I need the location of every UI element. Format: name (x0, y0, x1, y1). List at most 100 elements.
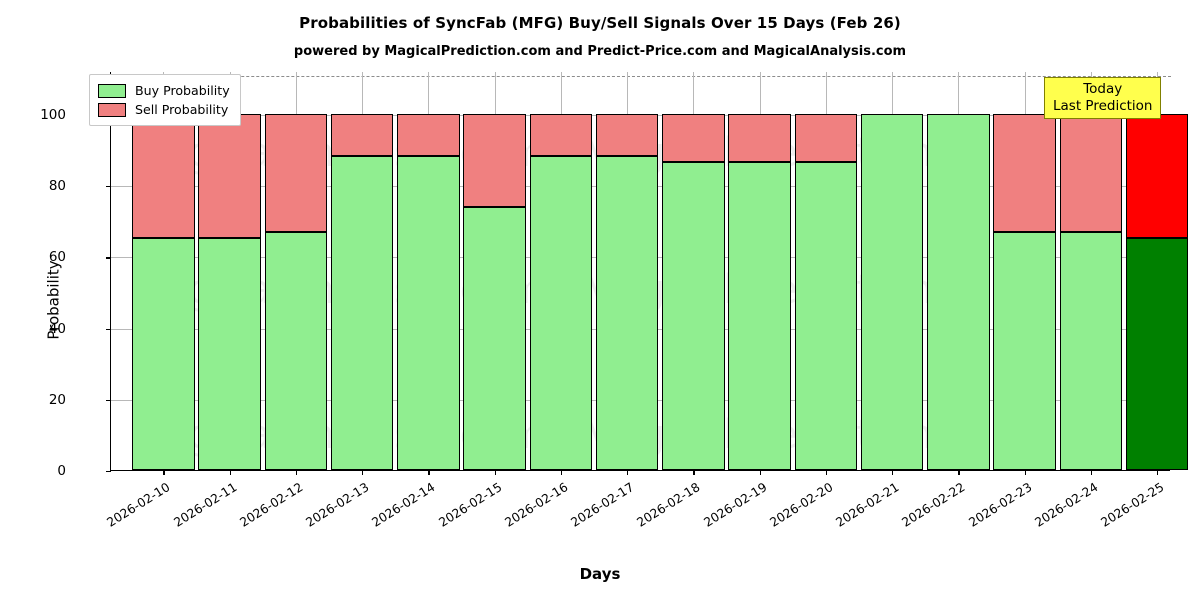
bar-stack[interactable] (1059, 71, 1123, 470)
bar-stack[interactable] (1125, 71, 1189, 470)
x-tick-label: 2026-02-11 (170, 480, 239, 530)
x-tick-label: 2026-02-10 (104, 480, 173, 530)
x-tick-mark (627, 470, 629, 475)
bar-segment-buy[interactable] (397, 155, 460, 470)
x-tick-label: 2026-02-16 (502, 480, 571, 530)
x-tick-mark (494, 470, 496, 475)
bar-segment-sell[interactable] (993, 113, 1056, 233)
bar-segment-sell[interactable] (330, 113, 394, 156)
bar-stack[interactable] (927, 71, 990, 470)
x-tick-label: 2026-02-23 (965, 480, 1034, 530)
x-tick-mark (693, 470, 695, 475)
y-tick-mark (106, 471, 111, 473)
legend-item-sell: Sell Probability (98, 100, 230, 119)
x-tick-label: 2026-02-14 (369, 480, 438, 530)
bar-segment-sell[interactable] (132, 113, 195, 238)
bar-segment-buy[interactable] (728, 162, 791, 470)
plot-area: 020406080100MagicalAnalysis.comMagicalPr… (40, 71, 1189, 530)
y-tick-mark (106, 186, 111, 188)
x-tick-mark (1024, 470, 1026, 475)
legend-label-sell: Sell Probability (135, 102, 229, 117)
x-tick-mark (428, 470, 430, 475)
bar-segment-buy[interactable] (927, 113, 990, 470)
y-tick-label: 80 (48, 178, 66, 194)
reference-dashed-line (111, 75, 1171, 77)
y-tick-mark (106, 257, 111, 259)
bar-stack[interactable] (794, 71, 858, 470)
bar-segment-sell[interactable] (529, 113, 593, 156)
bar-segment-buy[interactable] (198, 237, 261, 470)
bar-segment-buy[interactable] (993, 232, 1056, 470)
x-tick-label: 2026-02-19 (700, 480, 769, 530)
x-tick-mark (163, 470, 165, 475)
y-tick-label: 100 (40, 106, 66, 123)
bar-segment-buy[interactable] (794, 162, 858, 470)
bar-stack[interactable] (463, 71, 526, 470)
y-tick-label: 20 (48, 391, 66, 408)
bar-segment-sell[interactable] (264, 113, 328, 233)
x-tick-mark (229, 470, 231, 475)
legend-swatch-sell-icon (98, 102, 126, 117)
x-tick-label: 2026-02-22 (899, 480, 968, 530)
bar-segment-sell[interactable] (595, 113, 659, 156)
x-tick-label: 2026-02-15 (435, 480, 504, 530)
legend-item-buy: Buy Probability (98, 81, 230, 100)
bar-segment-buy[interactable] (132, 237, 195, 470)
bar-stack[interactable] (529, 71, 593, 470)
x-tick-label: 2026-02-17 (568, 480, 637, 530)
x-tick-label: 2026-02-12 (237, 480, 306, 530)
x-tick-label: 2026-02-24 (1032, 480, 1101, 530)
bar-stack[interactable] (728, 71, 791, 470)
bar-segment-buy[interactable] (264, 232, 328, 470)
x-tick-label: 2026-02-20 (767, 480, 836, 530)
x-tick-mark (1157, 470, 1159, 475)
bar-stack[interactable] (397, 71, 460, 470)
bar-stack[interactable] (662, 71, 725, 470)
x-tick-mark (560, 470, 563, 475)
today-annotation-line1: Today (1083, 81, 1123, 97)
bar-segment-buy[interactable] (1125, 237, 1189, 470)
y-tick-label: 60 (48, 249, 66, 266)
bar-stack[interactable] (860, 71, 924, 470)
bar-segment-sell[interactable] (463, 113, 526, 208)
bar-stack[interactable] (264, 71, 328, 470)
bar-stack[interactable] (198, 71, 261, 470)
today-annotation-line2: Last Prediction (1053, 98, 1153, 114)
chart-legend: Buy Probability Sell Probability (89, 74, 241, 126)
bar-segment-buy[interactable] (330, 155, 394, 470)
today-annotation: Today Last Prediction (1044, 77, 1162, 119)
x-tick-mark (759, 470, 761, 475)
bar-stack[interactable] (993, 71, 1056, 470)
chart-title: Probabilities of SyncFab (MFG) Buy/Sell … (299, 14, 901, 32)
x-tick-mark (362, 470, 364, 475)
legend-swatch-buy-icon (98, 83, 126, 98)
bar-segment-buy[interactable] (860, 113, 924, 470)
legend-label-buy: Buy Probability (135, 83, 230, 98)
bar-segment-buy[interactable] (1059, 232, 1123, 470)
x-tick-mark (958, 470, 960, 475)
bar-stack[interactable] (132, 71, 195, 470)
bar-segment-sell[interactable] (794, 113, 858, 163)
y-tick-label: 0 (57, 463, 66, 479)
bar-stack[interactable] (330, 71, 394, 470)
bar-segment-sell[interactable] (1125, 113, 1189, 238)
chart-subtitle: powered by MagicalPrediction.com and Pre… (293, 44, 907, 59)
y-tick-mark (106, 399, 111, 402)
x-tick-mark (295, 470, 298, 475)
x-tick-mark (825, 470, 828, 475)
bar-segment-buy[interactable] (662, 162, 725, 470)
bar-segment-buy[interactable] (463, 207, 526, 470)
bar-stack[interactable] (595, 71, 659, 470)
x-tick-label: 2026-02-25 (1098, 480, 1167, 530)
bar-segment-sell[interactable] (728, 113, 791, 163)
bar-segment-sell[interactable] (1059, 113, 1123, 233)
bar-segment-buy[interactable] (529, 155, 593, 470)
y-tick-mark (106, 328, 111, 330)
bar-segment-buy[interactable] (595, 155, 659, 470)
x-tick-label: 2026-02-13 (303, 480, 372, 530)
bar-segment-sell[interactable] (198, 113, 261, 238)
x-tick-mark (892, 470, 894, 475)
bar-segment-sell[interactable] (662, 113, 725, 163)
bar-segment-sell[interactable] (397, 113, 460, 156)
y-tick-label: 40 (48, 320, 66, 337)
